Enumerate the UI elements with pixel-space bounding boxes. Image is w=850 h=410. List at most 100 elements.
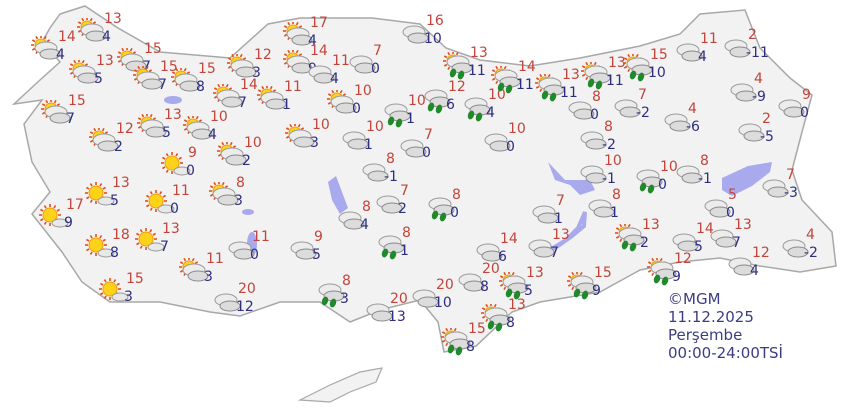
cloud-icon (290, 241, 317, 260)
rain-drops-icon (541, 90, 557, 102)
cloud-icon (580, 131, 607, 150)
max-temp: 8 (700, 153, 709, 169)
max-temp: 16 (426, 13, 444, 29)
cloud-icon (260, 91, 287, 110)
cloud-icon (338, 211, 365, 230)
max-temp: 8 (592, 89, 601, 105)
cloud-icon (402, 25, 429, 44)
station-cloudy: 2 -5 (734, 112, 778, 148)
station-cloudy: 4 -9 (726, 72, 770, 108)
min-temp: 10 (648, 65, 666, 81)
weather-partly-cloudy-icon (133, 66, 163, 90)
weather-partly-cloudy-rain-icon (615, 224, 645, 252)
cloud-icon (494, 69, 521, 88)
weather-partly-cloudy-rain-icon (623, 54, 653, 82)
cloud-icon (174, 73, 201, 92)
min-temp: 3 (310, 135, 319, 151)
cloud-icon (458, 273, 485, 292)
map-credit: ©MGM 11.12.2025 Perşembe 00:00-24:00TSİ (668, 290, 783, 362)
station-partly-cloudy-rain: 13 11 (442, 46, 488, 82)
max-temp: 11 (284, 79, 302, 95)
min-temp: 5 (110, 193, 119, 209)
max-temp: 8 (386, 151, 395, 167)
rain-drops-icon (321, 296, 337, 308)
rain-drops-icon (487, 320, 503, 332)
weather-rain-icon (384, 103, 411, 128)
station-partly-cloudy: 17 4 (282, 16, 328, 52)
max-temp: 14 (58, 29, 76, 45)
weather-cloudy-icon (228, 241, 255, 260)
min-temp: 7 (142, 59, 151, 75)
weather-cloudy-icon (476, 243, 503, 262)
max-temp: 10 (312, 117, 330, 133)
min-temp: -9 (752, 89, 766, 105)
weather-cloudy-icon (664, 113, 691, 132)
station-cloudy: 7 -2 (610, 88, 654, 124)
max-temp: 7 (424, 127, 433, 143)
min-temp: -6 (686, 119, 700, 135)
max-temp: 20 (390, 291, 408, 307)
station-cloudy: 20 12 (210, 281, 256, 318)
max-temp: 20 (482, 261, 500, 277)
max-temp: 14 (518, 59, 536, 75)
cloud-icon (362, 163, 389, 182)
station-partly-cloudy-rain: 14 11 (490, 59, 536, 96)
weather-partly-cloudy-icon (213, 84, 243, 108)
max-temp: 20 (238, 281, 256, 297)
cloud-icon (230, 59, 257, 78)
weather-sunny-icon (135, 228, 165, 252)
min-temp: 0 (726, 205, 735, 221)
station-sunny: 11 0 (144, 184, 190, 220)
rain-drops-icon (431, 210, 447, 222)
weather-cloudy-icon (458, 273, 485, 292)
max-temp: 7 (786, 167, 795, 183)
station-partly-cloudy: 15 7 (40, 94, 86, 130)
station-sunny: 17 9 (38, 198, 84, 234)
weather-partly-cloudy-icon (117, 48, 147, 72)
cloud-icon (676, 43, 703, 62)
rain-drops-icon (573, 288, 589, 300)
cloud-icon (428, 197, 455, 216)
max-temp: 8 (362, 199, 371, 215)
max-temp: 10 (488, 87, 506, 103)
min-temp: -1 (602, 171, 616, 187)
cloud-icon (400, 139, 427, 158)
max-temp: 15 (468, 321, 486, 337)
min-temp: 8 (506, 315, 515, 331)
cloud-icon (446, 55, 473, 74)
cloud-icon (484, 307, 511, 326)
max-temp: 10 (210, 109, 228, 125)
min-temp: 0 (506, 139, 515, 155)
cloud-icon (140, 119, 167, 138)
cloud-icon (34, 41, 61, 60)
weather-partly-cloudy-rain-icon (481, 304, 511, 332)
station-partly-cloudy-rain: 13 11 (534, 68, 580, 104)
rain-drops-icon (467, 110, 483, 122)
weather-sunny-icon (85, 234, 115, 258)
max-temp: 11 (206, 251, 224, 267)
station-partly-cloudy: 149 (282, 44, 328, 80)
rain-drops-icon (587, 78, 603, 90)
max-temp: 20 (436, 277, 454, 293)
cloud-icon (72, 65, 99, 84)
station-rain: 10 4 (460, 87, 506, 124)
weather-rain-icon (318, 283, 345, 308)
weather-cloudy-icon (738, 123, 765, 142)
max-temp: 10 (408, 93, 426, 109)
cloud-icon (614, 99, 641, 118)
weather-rain-icon (464, 97, 491, 122)
weather-partly-cloudy-rain-icon (443, 52, 473, 80)
cloud-icon (528, 239, 555, 258)
date-label: 11.12.2025 (668, 308, 754, 326)
station-partly-cloudy-rain: 15 9 (566, 266, 612, 302)
min-temp: -1 (384, 169, 398, 185)
max-temp: 4 (806, 227, 815, 243)
cloud-icon (220, 147, 247, 166)
cloud-icon (724, 39, 751, 58)
cloud-icon (532, 205, 559, 224)
max-temp: 15 (198, 61, 216, 77)
weather-partly-cloudy-rain-icon (567, 272, 597, 300)
